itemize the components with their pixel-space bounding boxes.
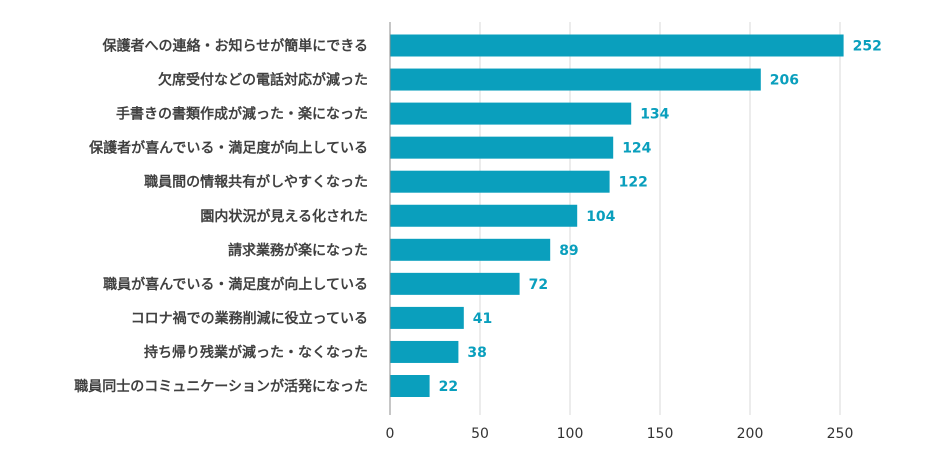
bar-value-label: 104 — [586, 209, 615, 225]
category-label: 保護者が喜んでいる・満足度が向上している — [88, 140, 368, 157]
bar-value-label: 252 — [853, 39, 882, 55]
bar-value-label: 38 — [467, 345, 486, 361]
x-tick-label: 100 — [557, 426, 584, 442]
bar-value-label: 22 — [439, 379, 458, 395]
bar — [390, 68, 761, 91]
category-label: 職員が喜んでいる・満足度が向上している — [103, 276, 368, 293]
category-label: 請求業務が楽になった — [228, 242, 368, 259]
x-tick-label: 150 — [647, 426, 674, 442]
category-label: 園内状況が見える化された — [200, 208, 368, 225]
category-labels: 保護者への連絡・お知らせが簡単にできる欠席受付などの電話対応が減った手書きの書類… — [74, 38, 368, 396]
bars: 252 206 134 124 122 104 89 72 41 38 22 — [390, 34, 882, 397]
category-label: コロナ禍での業務削減に役立っている — [131, 310, 368, 327]
bar-value-label: 72 — [529, 277, 548, 293]
bar — [390, 306, 464, 329]
category-label: 職員間の情報共有がしやすくなった — [144, 174, 368, 191]
bar — [390, 272, 520, 295]
category-label: 手書きの書類作成が減った・楽になった — [116, 106, 368, 123]
category-label: 職員同士のコミュニケーションが活発になった — [74, 378, 368, 395]
bar-value-label: 206 — [770, 73, 799, 89]
category-label: 保護者への連絡・お知らせが簡単にできる — [102, 38, 368, 55]
bar — [390, 170, 610, 193]
bar — [390, 238, 551, 261]
bar-value-label: 89 — [559, 243, 578, 259]
category-label: 持ち帰り残業が減った・なくなった — [144, 344, 368, 361]
x-tick-label: 200 — [737, 426, 764, 442]
bar — [390, 204, 578, 227]
category-label: 欠席受付などの電話対応が減った — [158, 72, 368, 89]
bar-value-label: 134 — [640, 107, 669, 123]
x-tick-label: 0 — [386, 426, 395, 442]
bar — [390, 102, 632, 125]
bar-value-label: 124 — [622, 141, 651, 157]
bar — [390, 34, 844, 57]
bar — [390, 340, 459, 363]
bar-value-label: 122 — [619, 175, 648, 191]
bar-value-label: 41 — [473, 311, 492, 327]
x-tick-label: 50 — [471, 426, 489, 442]
x-tick-label: 250 — [827, 426, 854, 442]
value-axis: 0 50 100 150 200 250 — [386, 22, 854, 442]
bar — [390, 375, 430, 397]
bar — [390, 136, 614, 159]
